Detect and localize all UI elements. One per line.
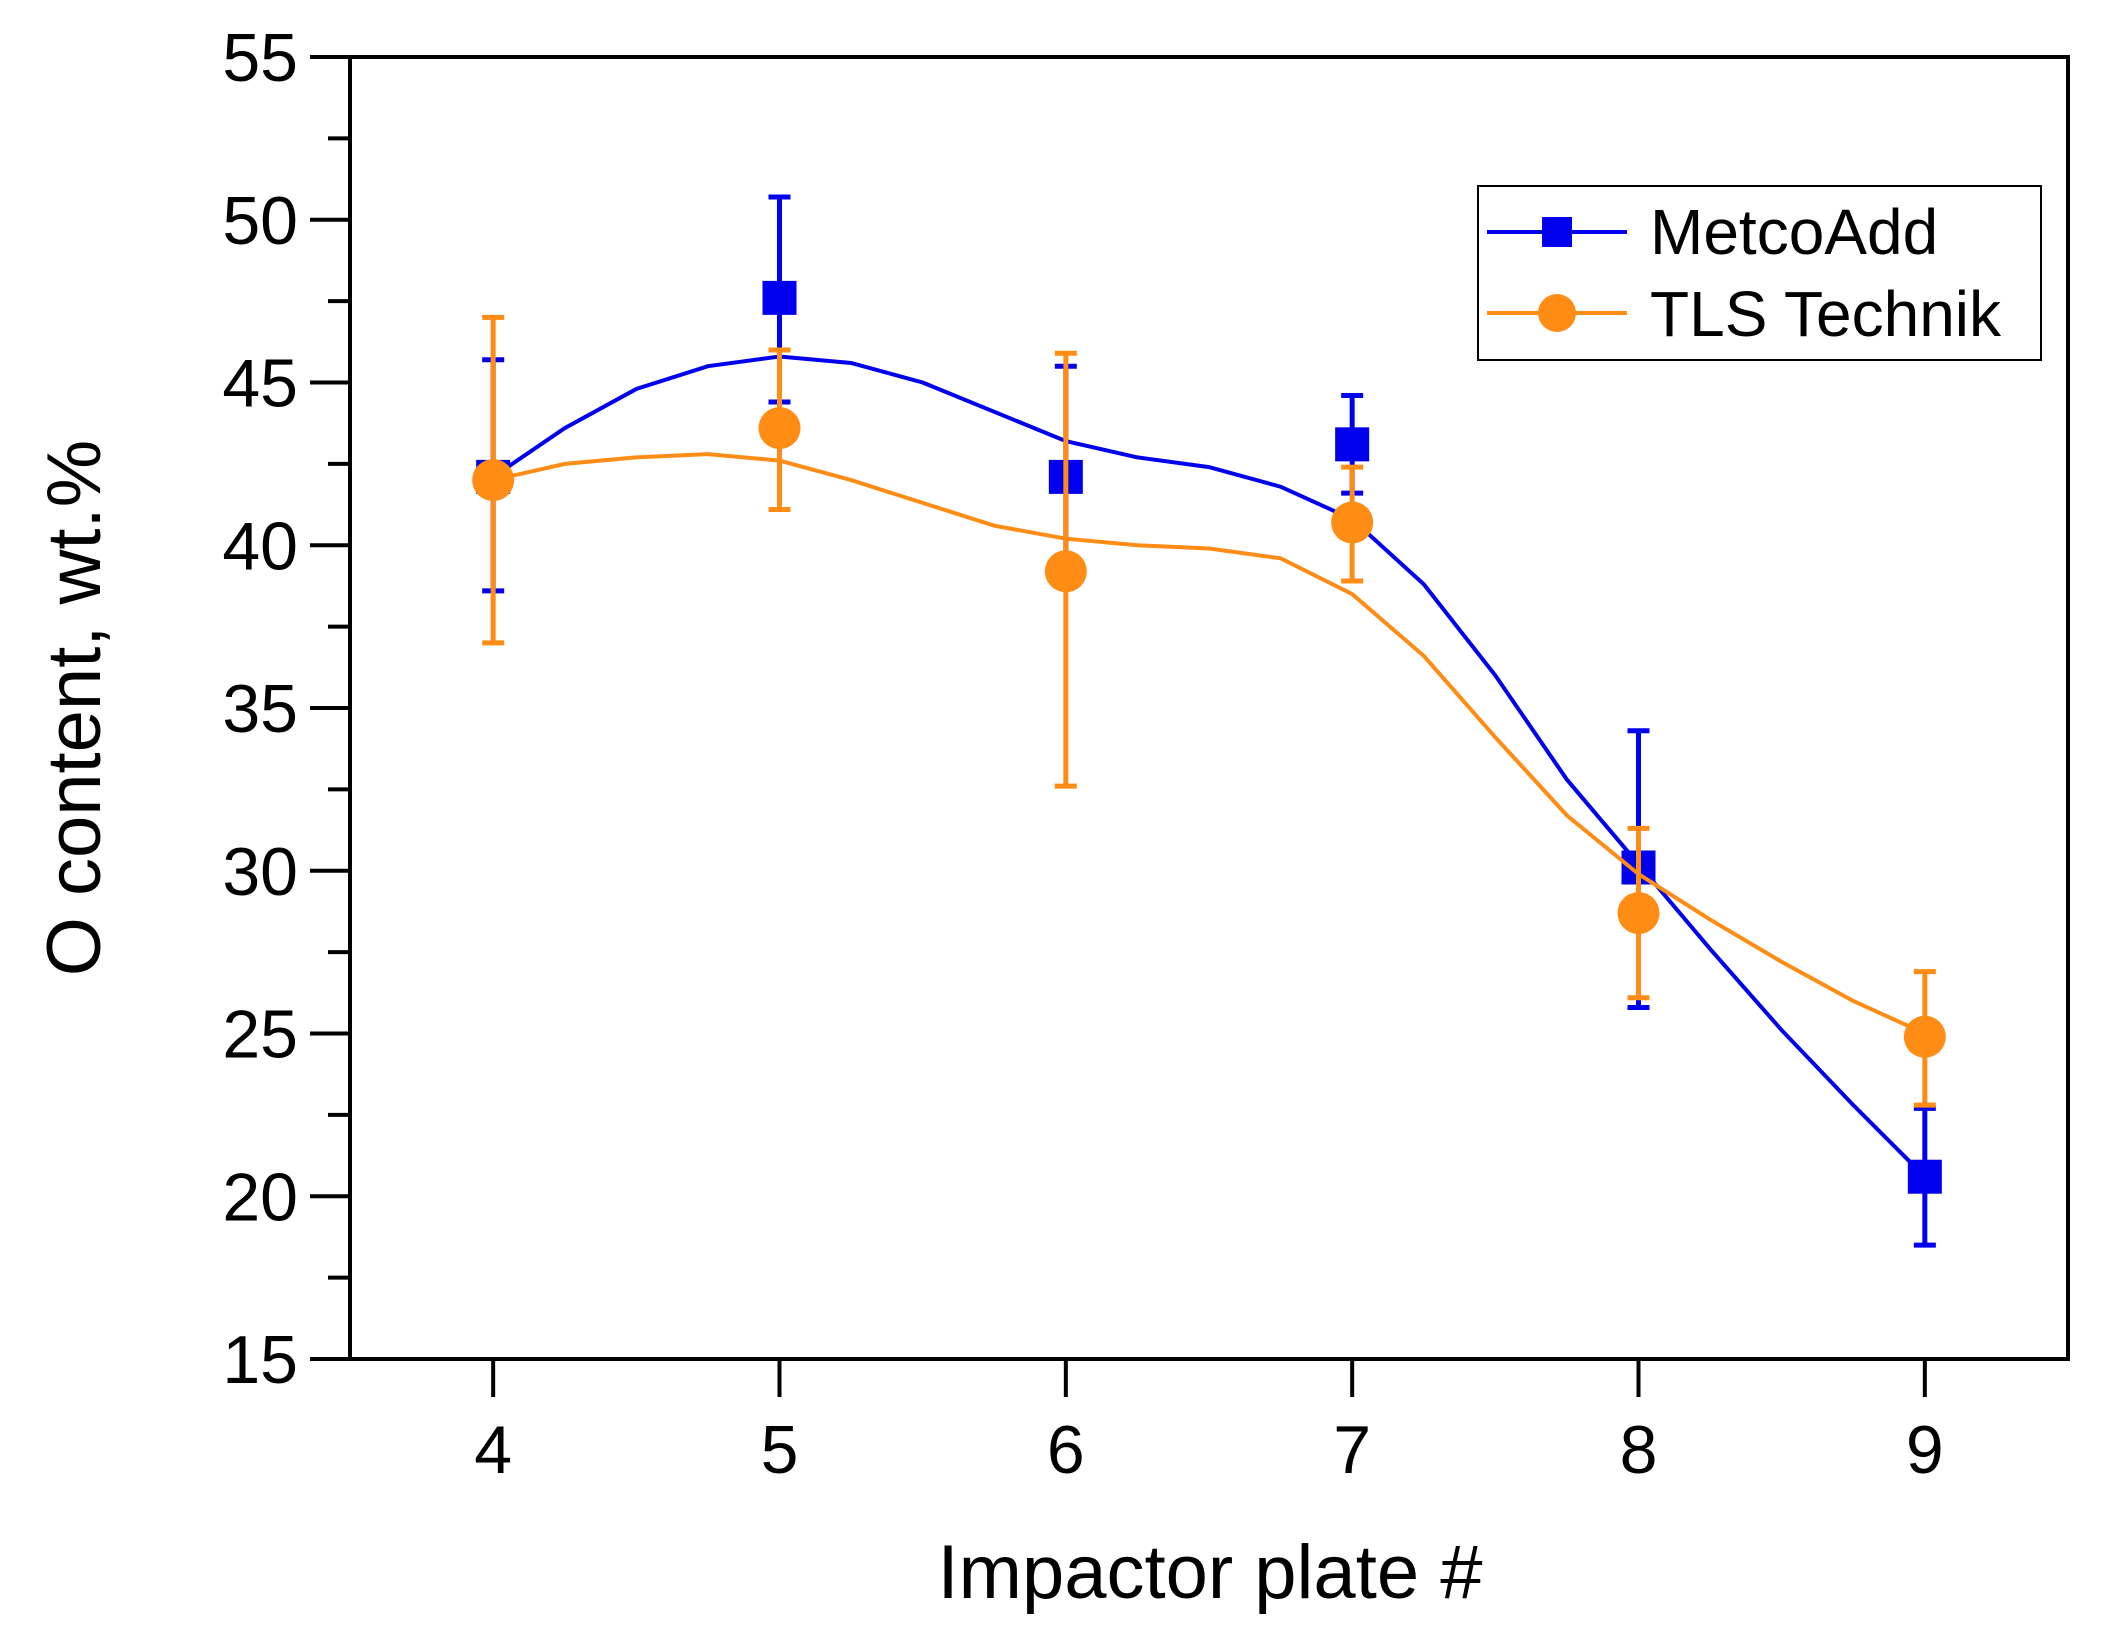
legend-marker-tls-technik	[1538, 294, 1576, 332]
data-point-metcoadd-7	[1335, 427, 1370, 462]
legend-label-metcoadd: MetcoAdd	[1650, 196, 1938, 268]
series-line-tls-technik	[492, 452, 1926, 1036]
x-tick-label-8: 8	[1620, 1412, 1658, 1488]
data-point-metcoadd-9	[1907, 1159, 1942, 1194]
legend-label-tls-technik: TLS Technik	[1650, 278, 2002, 350]
x-axis-title: Impactor plate #	[938, 1530, 1483, 1615]
series-layer	[472, 194, 1946, 1248]
y-axis-title: O content, wt.%	[32, 440, 117, 976]
legend-marker-metcoadd	[1542, 217, 1572, 247]
series-tls-technik	[472, 314, 1946, 1108]
data-point-tls-technik-8	[1617, 892, 1660, 935]
x-tick-label-5: 5	[761, 1412, 799, 1488]
data-point-tls-technik-5	[758, 407, 801, 450]
data-point-tls-technik-4	[472, 459, 515, 502]
series-line-metcoadd	[492, 354, 1927, 1179]
y-tick-label-45: 45	[222, 346, 298, 422]
legend-box	[1477, 185, 2042, 361]
y-tick-label-25: 25	[222, 997, 298, 1073]
data-point-metcoadd-5	[762, 280, 797, 315]
y-tick-label-55: 55	[222, 20, 298, 96]
x-tick-label-6: 6	[1047, 1412, 1085, 1488]
x-tick-label-4: 4	[474, 1412, 512, 1488]
y-tick-label-30: 30	[222, 834, 298, 910]
y-axis: 15 20 25 30 35 40 45 50 55	[222, 20, 350, 1398]
x-axis: 4 5 6 7 8 9	[474, 1359, 1944, 1488]
data-point-tls-technik-6	[1044, 550, 1087, 593]
y-tick-label-50: 50	[222, 183, 298, 259]
y-tick-label-40: 40	[222, 508, 298, 584]
data-point-tls-technik-9	[1903, 1015, 1946, 1058]
x-tick-label-9: 9	[1906, 1412, 1944, 1488]
x-tick-label-7: 7	[1333, 1412, 1371, 1488]
y-tick-label-15: 15	[222, 1322, 298, 1398]
y-tick-label-20: 20	[222, 1159, 298, 1235]
legend: MetcoAdd TLS Technik	[1477, 185, 2042, 361]
y-tick-label-35: 35	[222, 671, 298, 747]
data-point-tls-technik-7	[1331, 501, 1374, 544]
